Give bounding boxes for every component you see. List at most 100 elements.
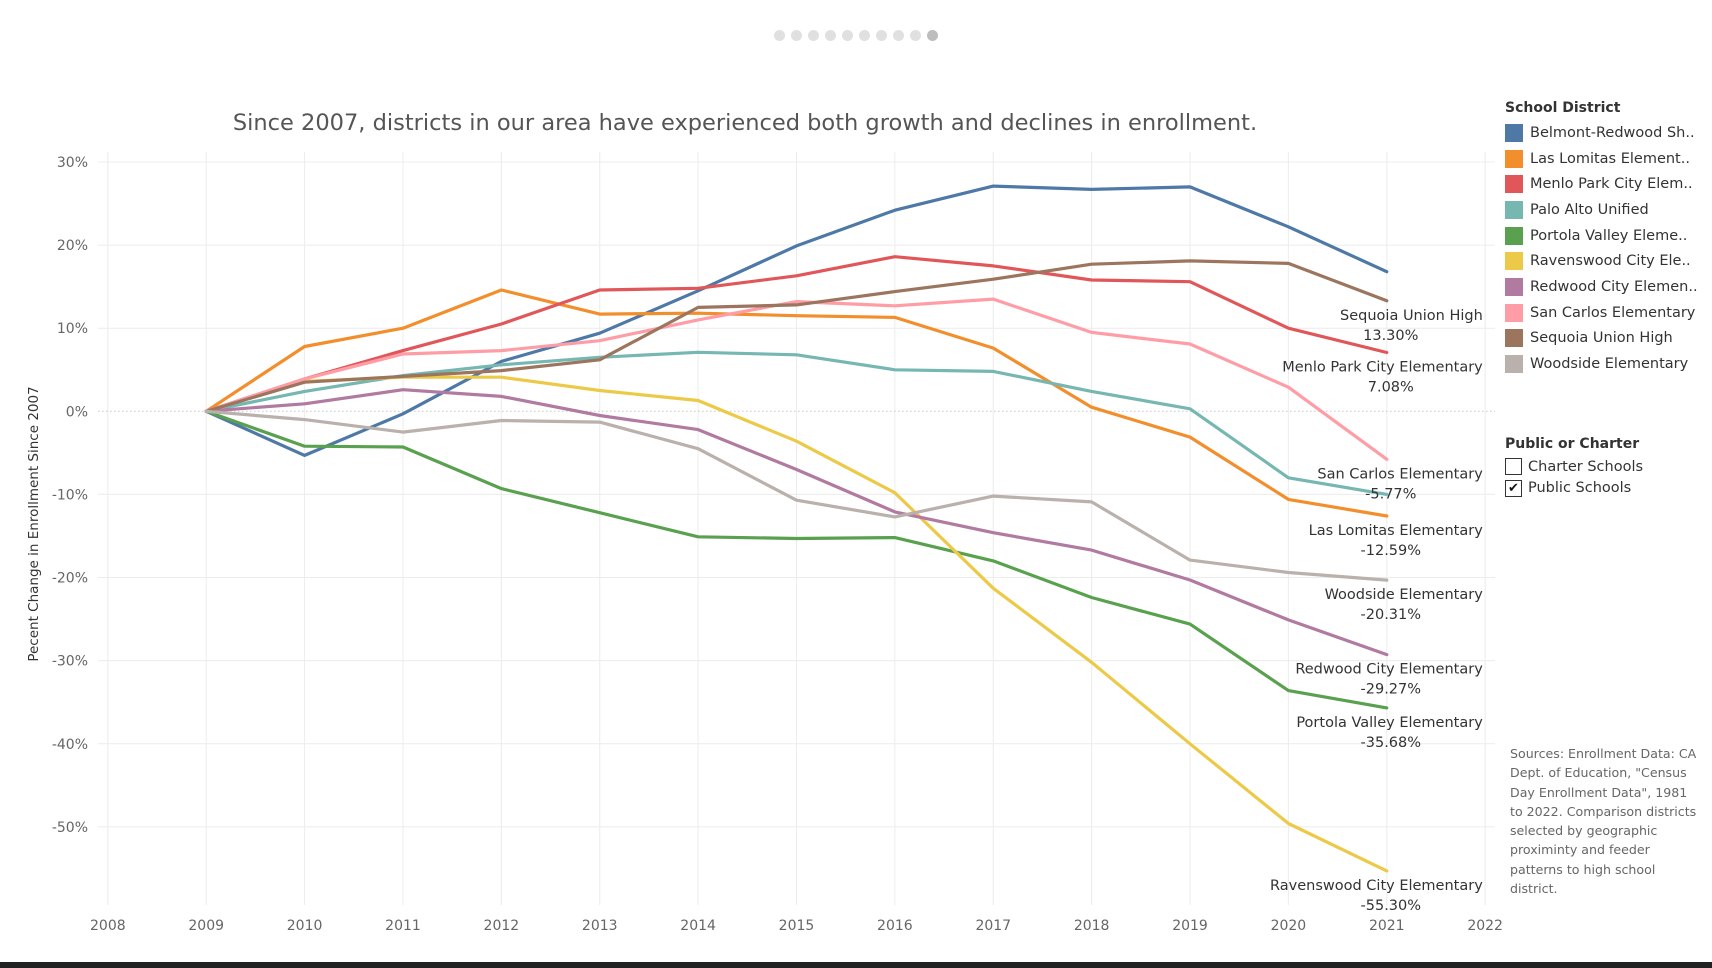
x-tick-label: 2015 bbox=[779, 918, 815, 934]
end-label-value: -12.59% bbox=[1361, 543, 1422, 559]
legend-swatch bbox=[1505, 329, 1523, 348]
pagination-dot[interactable] bbox=[842, 30, 853, 41]
pagination-dot[interactable] bbox=[825, 30, 836, 41]
chart-title: Since 2007, districts in our area have e… bbox=[233, 110, 1257, 136]
legend-swatch bbox=[1505, 226, 1523, 245]
x-tick-label: 2018 bbox=[1074, 918, 1110, 934]
legend-swatch bbox=[1505, 303, 1523, 322]
x-tick-label: 2013 bbox=[582, 918, 618, 934]
end-label-name: Sequoia Union High bbox=[1340, 308, 1483, 324]
x-tick-label: 2012 bbox=[484, 918, 520, 934]
filter-option-label: Charter Schools bbox=[1528, 458, 1644, 475]
end-label-name: Menlo Park City Elementary bbox=[1282, 359, 1483, 375]
legend-item[interactable]: Menlo Park City Elem.. bbox=[1505, 171, 1710, 197]
legend-item[interactable]: San Carlos Elementary bbox=[1505, 300, 1710, 326]
filter-option-label: Public Schools bbox=[1528, 480, 1632, 497]
legend-label: San Carlos Elementary bbox=[1530, 304, 1696, 321]
pagination-dot[interactable] bbox=[893, 30, 904, 41]
legend-item[interactable]: Sequoia Union High bbox=[1505, 326, 1710, 352]
x-tick-label: 2010 bbox=[287, 918, 323, 934]
filter-title: Public or Charter bbox=[1505, 436, 1640, 452]
series-line-menlo-park-city-elementary bbox=[204, 255, 1389, 413]
legend-label: Ravenswood City Ele.. bbox=[1530, 253, 1691, 270]
series-line-las-lomitas-elementary bbox=[204, 288, 1389, 518]
end-label-value: -35.68% bbox=[1361, 735, 1422, 751]
end-label-name: Woodside Elementary bbox=[1325, 587, 1484, 603]
x-tick-label: 2019 bbox=[1172, 918, 1208, 934]
pagination-dot[interactable] bbox=[808, 30, 819, 41]
x-tick-label: 2017 bbox=[975, 918, 1011, 934]
legend-item[interactable]: Redwood City Elemen.. bbox=[1505, 274, 1710, 300]
series-line-woodside-elementary bbox=[204, 409, 1389, 582]
legend-label: Sequoia Union High bbox=[1530, 330, 1673, 347]
legend-label: Las Lomitas Element.. bbox=[1530, 150, 1690, 167]
end-label-value: -55.30% bbox=[1361, 898, 1422, 914]
legend-label: Portola Valley Eleme.. bbox=[1530, 227, 1688, 244]
legend-label: Woodside Elementary bbox=[1530, 356, 1689, 373]
legend-swatch bbox=[1505, 200, 1523, 219]
x-tick-label: 2011 bbox=[385, 918, 421, 934]
end-label-name: Portola Valley Elementary bbox=[1296, 715, 1483, 731]
filter-option[interactable]: ✔ Public Schools bbox=[1505, 478, 1710, 500]
x-axis-ticks: 2008 2009 2010 2011 2012 2013 2014 2015 2016 2017… bbox=[90, 918, 1503, 934]
end-labels: Las Lomitas Elementary -12.59% Menlo Park … bbox=[1270, 308, 1483, 914]
pagination-dots bbox=[0, 30, 1712, 46]
x-tick-label: 2009 bbox=[188, 918, 224, 934]
pagination-dot[interactable] bbox=[927, 30, 938, 41]
end-label-value: 7.08% bbox=[1368, 379, 1414, 395]
pagination-dot[interactable] bbox=[774, 30, 785, 41]
legend-swatch bbox=[1505, 355, 1523, 374]
bottom-bar bbox=[0, 962, 1712, 968]
x-tick-label: 2016 bbox=[877, 918, 913, 934]
pagination-dot[interactable] bbox=[791, 30, 802, 41]
legend-swatch bbox=[1505, 175, 1523, 194]
x-tick-label: 2014 bbox=[680, 918, 716, 934]
end-label-value: -29.27% bbox=[1361, 682, 1422, 698]
legend-item[interactable]: Ravenswood City Ele.. bbox=[1505, 248, 1710, 274]
y-tick-label: 30% bbox=[57, 155, 88, 171]
x-tick-label: 2008 bbox=[90, 918, 126, 934]
end-label-name: Las Lomitas Elementary bbox=[1309, 523, 1484, 539]
legend-label: Menlo Park City Elem.. bbox=[1530, 176, 1693, 193]
y-tick-label: -50% bbox=[52, 820, 88, 836]
y-tick-label: -40% bbox=[52, 737, 88, 753]
series-line-sequoia-union-high bbox=[204, 259, 1389, 413]
end-label-name: Ravenswood City Elementary bbox=[1270, 878, 1483, 894]
checkbox-unchecked-icon[interactable] bbox=[1505, 458, 1522, 476]
legend-title: School District bbox=[1505, 100, 1621, 116]
y-tick-label: 20% bbox=[57, 238, 88, 254]
gridlines bbox=[98, 152, 1495, 905]
legend-item[interactable]: Las Lomitas Element.. bbox=[1505, 146, 1710, 172]
series-lines bbox=[204, 184, 1389, 873]
pagination-dot[interactable] bbox=[859, 30, 870, 41]
y-tick-label: -20% bbox=[52, 571, 88, 587]
pagination-dot[interactable] bbox=[910, 30, 921, 41]
y-tick-label: 0% bbox=[66, 404, 88, 420]
y-axis-ticks: 30% 20% 10% 0% -10% -20% -30% -40% -50% bbox=[52, 155, 88, 836]
y-axis-title: Pecent Change in Enrollment Since 2007 bbox=[26, 386, 42, 661]
end-label-value: -20.31% bbox=[1361, 607, 1422, 623]
legend-label: Palo Alto Unified bbox=[1530, 201, 1649, 218]
end-label-value: 13.30% bbox=[1363, 328, 1418, 344]
legend-item[interactable]: Portola Valley Eleme.. bbox=[1505, 223, 1710, 249]
checkbox-checked-icon[interactable]: ✔ bbox=[1505, 479, 1522, 497]
legend-item[interactable]: Belmont-Redwood Sh.. bbox=[1505, 120, 1710, 146]
x-tick-label: 2020 bbox=[1271, 918, 1307, 934]
y-tick-label: -30% bbox=[52, 654, 88, 670]
legend-swatch bbox=[1505, 149, 1523, 168]
sources-note: Sources: Enrollment Data: CA Dept. of Ed… bbox=[1510, 746, 1697, 897]
series-line-belmont-redwood-shores bbox=[204, 184, 1389, 457]
end-label-value: -5.77% bbox=[1365, 486, 1416, 502]
legend-swatch bbox=[1505, 252, 1523, 271]
legend-swatch bbox=[1505, 277, 1523, 296]
x-tick-label: 2022 bbox=[1467, 918, 1503, 934]
pagination-dot[interactable] bbox=[876, 30, 887, 41]
end-label-name: Redwood City Elementary bbox=[1295, 662, 1483, 678]
legend-school-district: School District Belmont-Redwood Sh.. Las … bbox=[1505, 100, 1710, 377]
legend-item[interactable]: Woodside Elementary bbox=[1505, 351, 1710, 377]
legend-item[interactable]: Palo Alto Unified bbox=[1505, 197, 1710, 223]
series-line-san-carlos-elementary bbox=[204, 297, 1389, 461]
filter-option[interactable]: Charter Schools bbox=[1505, 456, 1710, 478]
series-line-portola-valley-elementary bbox=[204, 409, 1389, 710]
